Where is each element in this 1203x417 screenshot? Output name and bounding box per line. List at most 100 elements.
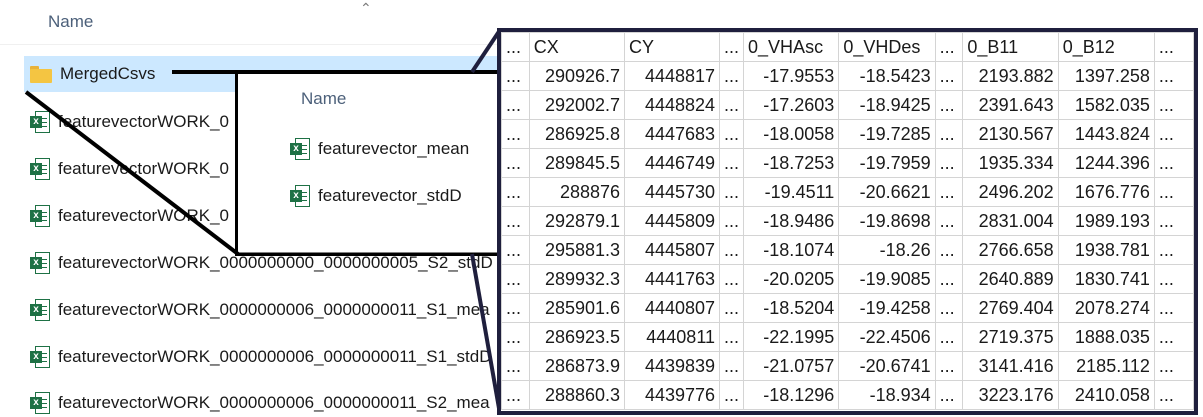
column-header[interactable]: 0_VHDes	[838, 32, 936, 62]
table-cell[interactable]: -20.6621	[838, 177, 936, 207]
table-cell[interactable]: -18.9425	[838, 90, 936, 120]
table-cell[interactable]: -18.1296	[743, 380, 840, 410]
table-cell[interactable]: ...	[1153, 351, 1194, 381]
column-header[interactable]: ...	[1153, 32, 1194, 62]
table-cell[interactable]: ...	[1153, 148, 1194, 178]
table-cell[interactable]: 4439776	[624, 380, 721, 410]
column-header[interactable]: 0_B11	[962, 32, 1059, 62]
table-cell[interactable]: ...	[501, 119, 530, 149]
column-header[interactable]: CY	[624, 32, 721, 62]
table-cell[interactable]: ...	[934, 235, 964, 265]
table-cell[interactable]: -19.7285	[838, 119, 936, 149]
column-header[interactable]: 0_VHAsc	[743, 32, 840, 62]
table-cell[interactable]: 4445730	[624, 177, 721, 207]
table-cell[interactable]: 285901.6	[528, 293, 626, 323]
table-cell[interactable]: -22.1995	[743, 322, 840, 352]
file-row[interactable]: x featurevectorWORK_0000000006_000000001…	[24, 385, 564, 417]
table-cell[interactable]: ...	[934, 177, 964, 207]
table-cell[interactable]: 286925.8	[528, 119, 626, 149]
table-cell[interactable]: 4448824	[624, 90, 721, 120]
table-cell[interactable]: 4440811	[624, 322, 721, 352]
table-cell[interactable]: 2831.004	[962, 206, 1059, 236]
table-cell[interactable]: 1443.824	[1057, 119, 1155, 149]
table-cell[interactable]: 2766.658	[962, 235, 1059, 265]
table-cell[interactable]: ...	[1153, 380, 1194, 410]
table-cell[interactable]: ...	[934, 148, 964, 178]
file-row-featurevector-stdd[interactable]: x featurevector_stdD	[284, 181, 462, 211]
table-cell[interactable]: ...	[934, 90, 964, 120]
table-cell[interactable]: ...	[501, 293, 530, 323]
table-cell[interactable]: 4441763	[624, 264, 721, 294]
table-cell[interactable]: ...	[934, 322, 964, 352]
table-cell[interactable]: 290926.7	[528, 61, 626, 91]
table-cell[interactable]: 2185.112	[1057, 351, 1155, 381]
table-cell[interactable]: ...	[1153, 177, 1194, 207]
column-header[interactable]: ...	[719, 32, 745, 62]
table-cell[interactable]: 2719.375	[962, 322, 1059, 352]
table-cell[interactable]: ...	[719, 380, 745, 410]
table-cell[interactable]: ...	[934, 351, 964, 381]
table-cell[interactable]: ...	[501, 322, 530, 352]
table-cell[interactable]: ...	[501, 351, 530, 381]
table-cell[interactable]: ...	[501, 177, 530, 207]
table-cell[interactable]: 4440807	[624, 293, 721, 323]
column-header[interactable]: ...	[501, 32, 530, 62]
table-cell[interactable]: ...	[719, 235, 745, 265]
table-cell[interactable]: -19.7959	[838, 148, 936, 178]
table-cell[interactable]: 4445809	[624, 206, 721, 236]
table-cell[interactable]: 2130.567	[962, 119, 1059, 149]
table-cell[interactable]: ...	[1153, 293, 1194, 323]
table-cell[interactable]: -17.2603	[743, 90, 840, 120]
table-cell[interactable]: 1244.396	[1057, 148, 1155, 178]
table-cell[interactable]: -19.4258	[838, 293, 936, 323]
table-cell[interactable]: ...	[501, 61, 530, 91]
table-cell[interactable]: ...	[719, 264, 745, 294]
table-cell[interactable]: ...	[719, 90, 745, 120]
table-cell[interactable]: ...	[934, 264, 964, 294]
table-cell[interactable]: -18.9486	[743, 206, 840, 236]
table-cell[interactable]: ...	[501, 235, 530, 265]
table-cell[interactable]: ...	[1153, 61, 1194, 91]
table-cell[interactable]: 289932.3	[528, 264, 626, 294]
table-cell[interactable]: ...	[934, 293, 964, 323]
table-cell[interactable]: 2391.643	[962, 90, 1059, 120]
table-cell[interactable]: 2410.058	[1057, 380, 1155, 410]
table-cell[interactable]: ...	[719, 322, 745, 352]
table-cell[interactable]: ...	[934, 380, 964, 410]
table-cell[interactable]: ...	[501, 380, 530, 410]
table-cell[interactable]: -18.5204	[743, 293, 840, 323]
table-cell[interactable]: 2496.202	[962, 177, 1059, 207]
table-cell[interactable]: ...	[719, 206, 745, 236]
table-cell[interactable]: ...	[1153, 206, 1194, 236]
table-cell[interactable]: -19.9085	[838, 264, 936, 294]
table-cell[interactable]: -22.4506	[838, 322, 936, 352]
table-cell[interactable]: 4446749	[624, 148, 721, 178]
file-row[interactable]: x featurevectorWORK_0000000000_000000000…	[24, 245, 564, 281]
column-header[interactable]: CX	[528, 32, 626, 62]
table-cell[interactable]: ...	[719, 148, 745, 178]
table-cell[interactable]: -19.4511	[743, 177, 840, 207]
table-cell[interactable]: ...	[501, 90, 530, 120]
table-cell[interactable]: 292002.7	[528, 90, 626, 120]
table-cell[interactable]: 3141.416	[962, 351, 1059, 381]
file-row[interactable]: x featurevectorWORK_0000000006_000000001…	[24, 292, 564, 328]
table-cell[interactable]: 286923.5	[528, 322, 626, 352]
table-cell[interactable]: 2640.889	[962, 264, 1059, 294]
table-cell[interactable]: -19.8698	[838, 206, 936, 236]
name-column-header[interactable]: Name	[48, 12, 94, 31]
table-cell[interactable]: 4445807	[624, 235, 721, 265]
column-header[interactable]: ...	[934, 32, 964, 62]
table-cell[interactable]: ...	[1153, 322, 1194, 352]
table-cell[interactable]: 4439839	[624, 351, 721, 381]
table-cell[interactable]: -18.5423	[838, 61, 936, 91]
table-cell[interactable]: -18.26	[838, 235, 936, 265]
table-cell[interactable]: 1397.258	[1057, 61, 1155, 91]
table-cell[interactable]: -18.934	[838, 380, 936, 410]
table-cell[interactable]: ...	[501, 206, 530, 236]
table-cell[interactable]: -20.6741	[838, 351, 936, 381]
table-cell[interactable]: -18.7253	[743, 148, 840, 178]
file-row[interactable]: x featurevectorWORK_0000000006_000000001…	[24, 339, 564, 375]
table-cell[interactable]: 1938.781	[1057, 235, 1155, 265]
table-cell[interactable]: 289845.5	[528, 148, 626, 178]
table-cell[interactable]: ...	[1153, 264, 1194, 294]
